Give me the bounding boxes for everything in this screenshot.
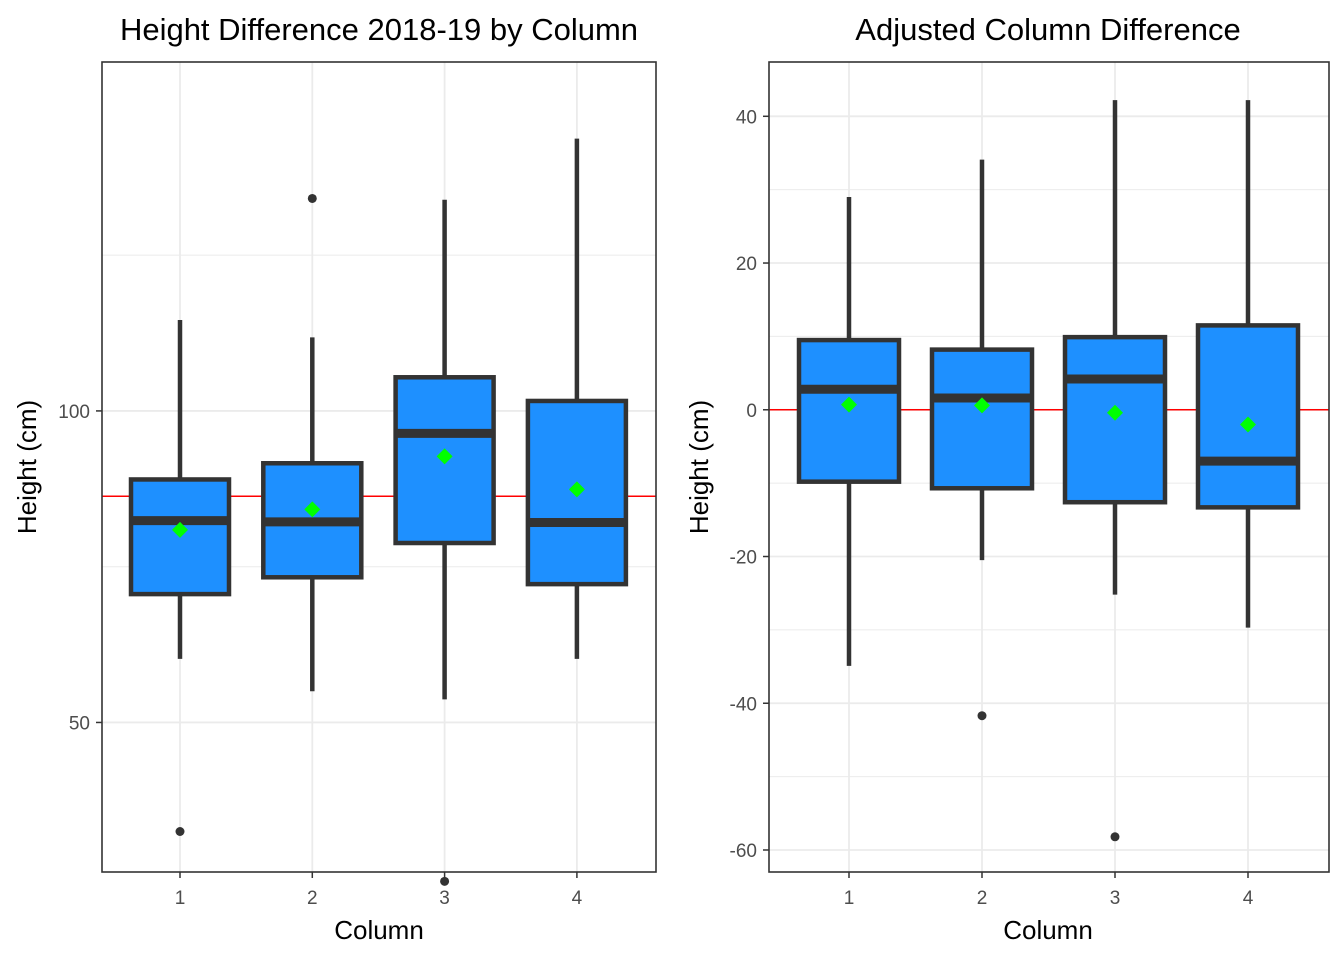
outlier-point <box>307 193 317 203</box>
outlier-point <box>1110 832 1120 842</box>
left-box-4 <box>525 138 629 659</box>
mean-marker <box>172 521 188 538</box>
mean-marker <box>436 448 453 465</box>
right-y-tick-label: -20 <box>730 548 757 569</box>
right-x-axis-title: Column <box>1003 915 1093 945</box>
left-y-axis: 50 100 <box>58 402 102 734</box>
right-y-tick-label: 20 <box>736 254 757 275</box>
left-y-axis-title: Height (cm) <box>12 400 42 534</box>
right-box-3 <box>1062 100 1168 842</box>
left-x-tick-label: 3 <box>439 888 450 909</box>
right-box-4 <box>1195 100 1301 628</box>
right-y-tick-label: -40 <box>730 694 757 715</box>
right-y-tick-label: -60 <box>730 841 757 862</box>
right-y-tick-label: 0 <box>746 401 757 422</box>
right-box-2 <box>929 159 1035 721</box>
right-chart: Adjusted Column Difference -60 -40 -20 0 20 4… <box>684 12 1330 945</box>
right-x-tick-label: 3 <box>1110 888 1121 909</box>
right-y-axis: -60 -40 -20 0 20 40 <box>730 107 769 862</box>
mean-marker <box>304 501 321 518</box>
right-panel-border <box>768 61 1330 873</box>
left-x-tick-label: 2 <box>307 888 318 909</box>
right-box-1 <box>796 197 902 666</box>
left-boxes <box>128 138 629 886</box>
box-body <box>1195 323 1301 510</box>
left-chart-title: Height Difference 2018-19 by Column <box>120 12 638 47</box>
left-box-1 <box>128 319 232 836</box>
mean-marker <box>841 396 857 413</box>
box-body <box>929 347 1035 491</box>
right-x-tick-label: 2 <box>977 888 988 909</box>
box-body <box>128 477 232 597</box>
left-y-tick-label: 50 <box>69 713 90 734</box>
outlier-point <box>977 711 987 721</box>
right-y-tick-label: 40 <box>736 107 757 128</box>
mean-marker <box>568 481 585 498</box>
right-x-axis: 1 2 3 4 <box>844 872 1254 909</box>
right-boxes <box>796 100 1301 842</box>
left-y-tick-label: 100 <box>58 402 90 423</box>
left-x-axis-title: Column <box>334 915 424 945</box>
left-box-2 <box>261 193 364 692</box>
left-box-3 <box>393 199 496 886</box>
left-panel-border <box>101 61 657 873</box>
right-y-axis-title: Height (cm) <box>684 400 714 534</box>
mean-marker <box>974 397 990 414</box>
right-chart-title: Adjusted Column Difference <box>855 12 1240 47</box>
outlier-point <box>175 827 185 836</box>
left-x-tick-label: 4 <box>572 888 583 909</box>
left-chart: Height Difference 2018-19 by Column 50 10… <box>12 12 657 945</box>
mean-marker <box>1107 404 1123 421</box>
left-x-tick-label: 1 <box>175 888 186 909</box>
right-x-tick-label: 4 <box>1243 888 1254 909</box>
outlier-point <box>440 876 450 886</box>
mean-marker <box>1240 416 1256 433</box>
left-x-axis: 1 2 3 4 <box>175 872 583 909</box>
right-x-tick-label: 1 <box>844 888 855 909</box>
